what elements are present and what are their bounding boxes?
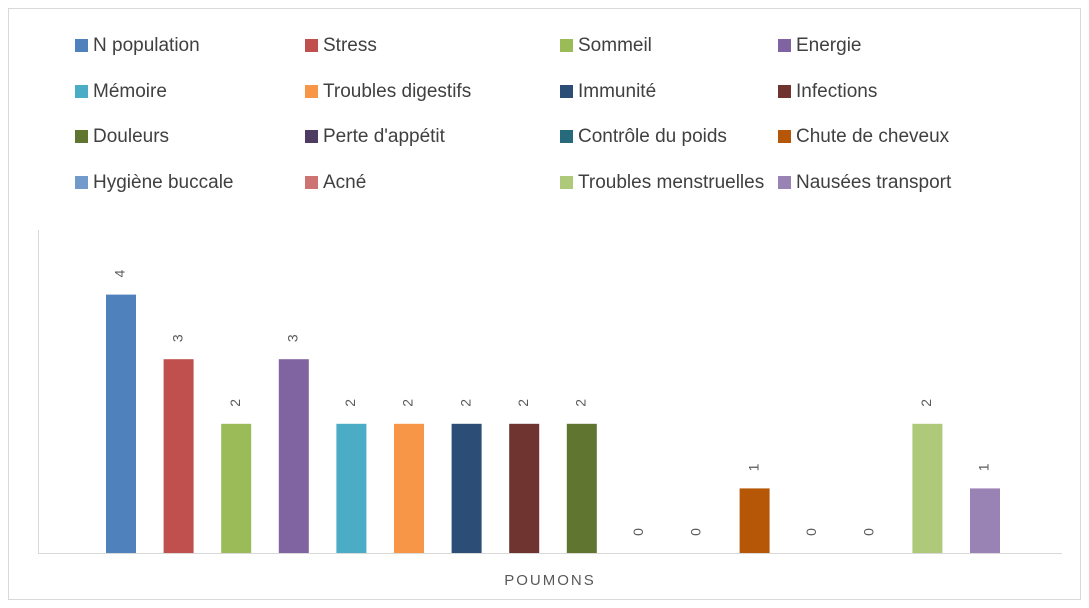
x-tick-label: POUMONS [504, 572, 596, 589]
legend-label: Mémoire [93, 81, 167, 102]
legend-swatch [305, 130, 318, 143]
legend-swatch [305, 85, 318, 98]
value-label: 2 [457, 399, 473, 407]
legend-swatch [560, 39, 573, 52]
legend-label: Stress [323, 35, 377, 56]
legend-label: Troubles menstruelles [578, 172, 764, 193]
value-label: 2 [227, 399, 243, 407]
legend-label: Hygiène buccale [93, 172, 233, 193]
value-label: 0 [861, 528, 877, 536]
value-label: 0 [630, 528, 646, 536]
legend-label: Energie [796, 35, 862, 56]
value-label: 3 [285, 334, 301, 342]
value-label: 1 [745, 463, 761, 471]
legend-swatch [75, 176, 88, 189]
value-label: 2 [573, 399, 589, 407]
value-label: 3 [169, 334, 185, 342]
legend-label: Acné [323, 172, 366, 193]
legend-label: Perte d'appétit [323, 126, 446, 147]
legend-label: Sommeil [578, 35, 652, 56]
bar [394, 423, 424, 553]
legend-label: Nausées transport [796, 172, 952, 193]
legend-swatch [778, 130, 791, 143]
bar [912, 423, 943, 553]
value-label: 0 [803, 528, 819, 536]
legend-swatch [75, 85, 88, 98]
legend-label: Contrôle du poids [578, 126, 727, 147]
value-label: 2 [342, 399, 358, 407]
value-label: 1 [976, 463, 992, 471]
legend-label: Infections [796, 81, 877, 102]
bar [451, 423, 482, 553]
legend-swatch [560, 176, 573, 189]
legend-swatch [560, 130, 573, 143]
bar [509, 423, 540, 553]
bar [278, 359, 309, 553]
bar [221, 423, 252, 553]
bar [163, 359, 194, 553]
legend-label: Immunité [578, 81, 656, 102]
bar [106, 294, 136, 553]
legend-swatch [75, 39, 88, 52]
legend-swatch [778, 176, 791, 189]
value-label: 4 [112, 269, 128, 277]
bar [566, 423, 597, 553]
bar [739, 488, 770, 553]
legend-label: N population [93, 35, 200, 56]
legend-swatch [305, 39, 318, 52]
legend-swatch [560, 85, 573, 98]
legend-label: Troubles digestifs [323, 81, 471, 102]
legend-swatch [75, 130, 88, 143]
bar [970, 488, 1000, 553]
legend-label: Douleurs [93, 126, 169, 147]
bar [336, 423, 367, 553]
legend-label: Chute de cheveux [796, 126, 950, 147]
legend-swatch [778, 85, 791, 98]
value-label: 0 [688, 528, 704, 536]
value-label: 2 [515, 399, 531, 407]
legend-swatch [778, 39, 791, 52]
legend-swatch [305, 176, 318, 189]
value-label: 2 [400, 399, 416, 407]
value-label: 2 [918, 399, 934, 407]
